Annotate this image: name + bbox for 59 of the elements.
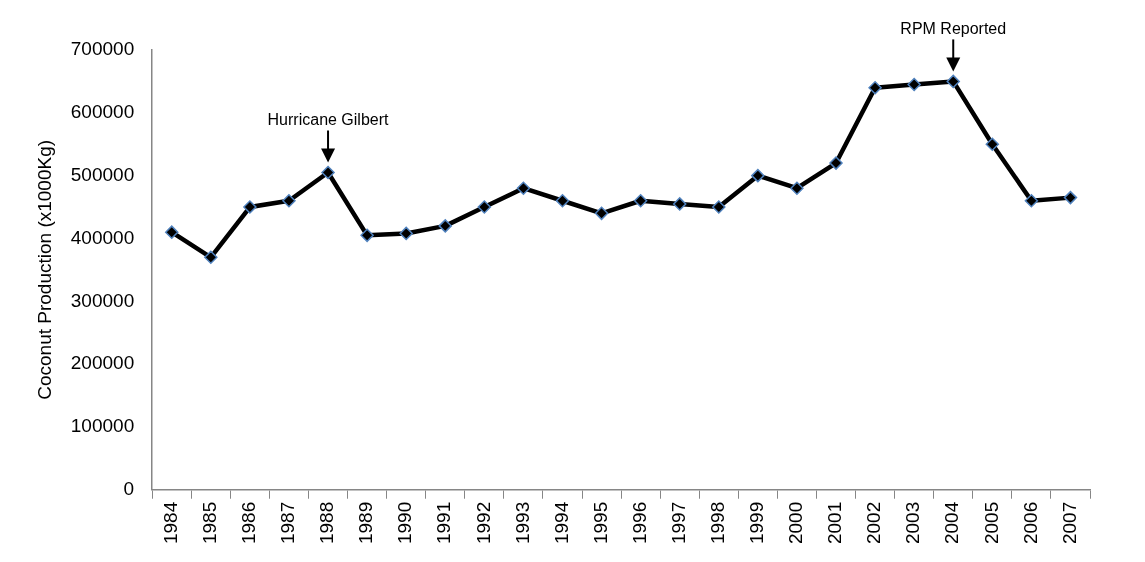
x-tick-label: 1990	[394, 501, 416, 545]
point	[555, 194, 570, 208]
x-tick-label: 2004	[941, 501, 963, 545]
x-tick-label: 1986	[238, 501, 260, 545]
x-tick-label: 2006	[1019, 501, 1041, 545]
x-tick-label: 1989	[355, 501, 377, 545]
point	[907, 77, 921, 92]
x-tick-label: 1984	[159, 501, 181, 545]
y-axis-title: Coconut Production (x1000Kg)	[33, 139, 55, 400]
point	[1024, 194, 1039, 208]
x-tick-label: 1988	[316, 501, 338, 545]
y-tick-label: 0	[123, 477, 135, 499]
point	[829, 156, 843, 170]
point	[282, 194, 296, 208]
point	[516, 181, 531, 195]
point	[868, 80, 882, 95]
y-tick-label: 700000	[70, 38, 135, 60]
point	[594, 206, 609, 221]
point	[712, 200, 726, 214]
point	[985, 137, 1000, 151]
y-tick-label: 500000	[70, 163, 135, 185]
x-tick-label: 2000	[785, 501, 807, 545]
point	[243, 200, 257, 214]
x-tick-label: 1996	[628, 501, 650, 545]
x-tick-label: 1992	[472, 501, 494, 545]
x-tick-label: 1985	[199, 501, 221, 545]
point	[790, 181, 804, 195]
point	[633, 194, 648, 208]
x-tick-label: 2002	[863, 501, 885, 545]
y-tick-label: 600000	[70, 101, 135, 123]
point	[360, 228, 374, 243]
point	[751, 168, 765, 183]
x-tick-label: 1993	[511, 501, 533, 545]
y-tick-label: 400000	[70, 226, 135, 248]
x-tick-label: 1998	[707, 501, 729, 545]
point	[1063, 190, 1078, 205]
x-tick-label: 1997	[667, 501, 689, 545]
point	[321, 165, 335, 180]
x-tick-label: 2007	[1058, 501, 1080, 545]
annotation: Hurricane Gilbert	[267, 110, 390, 128]
point	[164, 225, 179, 239]
x-tick-label: 1987	[277, 501, 299, 545]
point	[399, 226, 413, 241]
x-tick-label: 1995	[589, 501, 611, 545]
x-tick-label: 2003	[902, 501, 924, 545]
x-tick-label: 2001	[824, 501, 846, 545]
point	[672, 197, 687, 211]
x-tick-label: 2005	[980, 501, 1002, 545]
y-tick-label: 200000	[70, 352, 135, 374]
y-tick-label: 300000	[70, 289, 135, 311]
y-tick-label: 100000	[70, 415, 135, 437]
x-tick-label: 1994	[550, 501, 572, 545]
x-tick-label: 1999	[746, 501, 768, 545]
point	[438, 219, 453, 233]
annotation: RPM Reported	[900, 19, 1007, 37]
point	[946, 74, 960, 89]
point	[204, 250, 218, 265]
point	[477, 200, 492, 214]
x-tick-label: 1991	[433, 501, 455, 545]
